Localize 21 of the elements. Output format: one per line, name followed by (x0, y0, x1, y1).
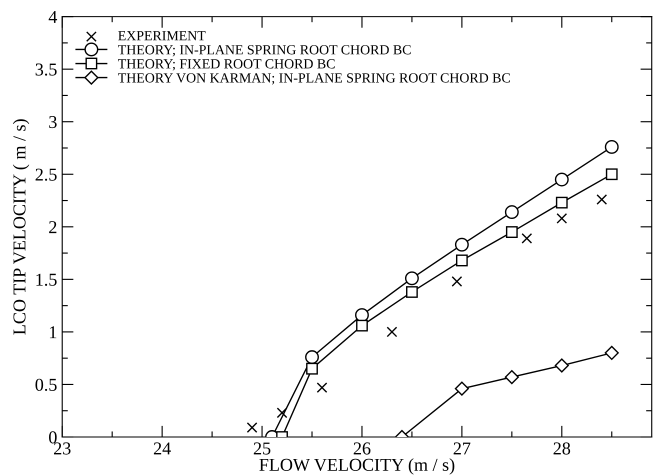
x-axis-title: FLOW VELOCITY (m / s) (259, 458, 454, 475)
y-tick-label: 0.5 (35, 378, 57, 391)
legend-label: EXPERIMENT (118, 31, 206, 40)
y-tick-label: 2.5 (36, 168, 57, 181)
y-tick-label: 0 (49, 431, 57, 444)
x-tick-label: 27 (454, 442, 470, 454)
legend-label: THEORY; IN-PLANE SPRING ROOT CHORD BC (118, 45, 411, 56)
x-tick-label: 23 (54, 442, 71, 455)
y-tick-label: 4 (48, 11, 58, 23)
x-tick-label: 24 (154, 442, 171, 454)
y-axis-title: LCO TIP VELOCITY ( m / s) (12, 119, 30, 335)
legend-label: THEORY VON KARMAN; IN-PLANE SPRING ROOT CHORD BC (118, 73, 510, 85)
y-tick-label: 1.5 (36, 274, 57, 286)
y-tick-label: 1 (50, 326, 56, 338)
y-tick-label: 3 (49, 116, 57, 128)
x-tick-label: 25 (254, 442, 270, 455)
legend-label: THEORY; FIXED ROOT CHORD BC (118, 59, 335, 71)
x-tick-label: 28 (554, 442, 570, 455)
x-tick-label: 26 (354, 442, 370, 455)
y-tick-label: 3.5 (36, 63, 57, 76)
y-tick-label: 2 (49, 221, 56, 234)
